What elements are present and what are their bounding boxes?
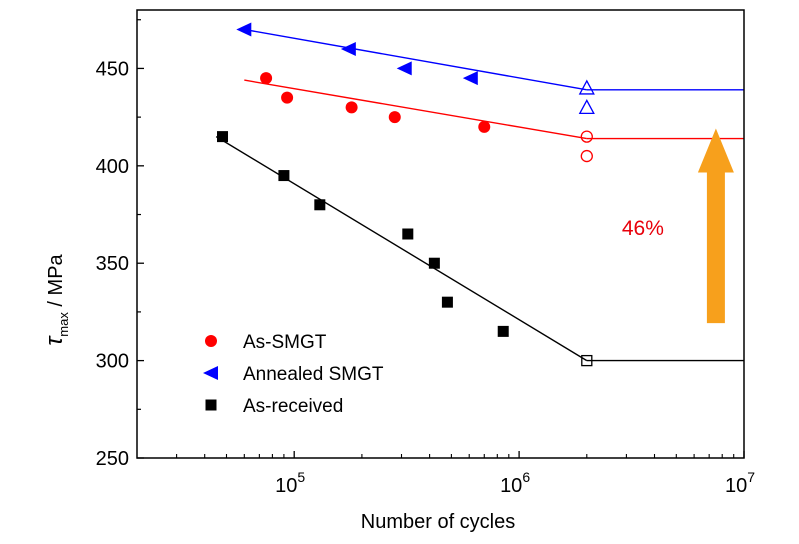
y-tick-label: 300 <box>96 351 129 373</box>
data-point <box>340 41 356 56</box>
x-tick-label: 107 <box>725 469 755 497</box>
legend-marker <box>203 366 218 380</box>
data-point <box>217 131 229 143</box>
x-axis-title: Number of cycles <box>361 511 516 533</box>
data-point <box>402 228 414 240</box>
legend: As-SMGT Annealed SMGT As-received <box>203 332 384 417</box>
legend-marker <box>205 399 217 411</box>
y-tick-label: 350 <box>96 253 129 275</box>
axes: 250 300 350 400 450 105 106 107 <box>96 9 755 497</box>
plot-frame <box>136 9 745 459</box>
y-axis-unit: / MPa <box>45 253 67 312</box>
y-axis-symbol: τ <box>41 335 68 346</box>
y-tick-label: 450 <box>96 58 129 80</box>
data-point <box>396 61 412 76</box>
legend-marker <box>205 335 217 347</box>
runout-point <box>580 130 593 143</box>
fit-line <box>215 136 588 362</box>
runout-point <box>578 99 595 115</box>
runout-point <box>581 354 593 367</box>
data-point <box>497 325 509 337</box>
data-point <box>478 120 491 133</box>
data-point <box>441 296 453 308</box>
runout-point <box>580 149 593 163</box>
legend-label: Annealed SMGT <box>243 364 384 385</box>
data-point <box>236 22 252 37</box>
y-axis-title: τmax / MPa <box>41 253 71 345</box>
annotation: 46% <box>622 128 734 324</box>
data-point <box>260 72 273 85</box>
legend-label: As-SMGT <box>243 332 327 353</box>
fit-line <box>244 28 587 91</box>
legend-label: As-received <box>243 396 343 417</box>
data-point <box>281 91 294 104</box>
fit-line <box>244 79 587 140</box>
x-tick-label: 105 <box>275 469 305 497</box>
data-marks <box>215 22 744 367</box>
y-tick-label: 250 <box>96 448 129 470</box>
data-point <box>278 170 290 182</box>
data-point <box>462 71 478 86</box>
data-point <box>314 199 326 211</box>
improvement-arrow <box>697 128 734 324</box>
data-point <box>388 111 401 124</box>
data-point <box>345 101 358 114</box>
y-tick-label: 400 <box>96 156 129 178</box>
y-axis-subscript: max <box>56 312 71 337</box>
runout-point <box>578 79 595 95</box>
data-point <box>428 257 440 269</box>
improvement-label: 46% <box>622 217 664 240</box>
x-tick-label: 106 <box>500 469 530 497</box>
